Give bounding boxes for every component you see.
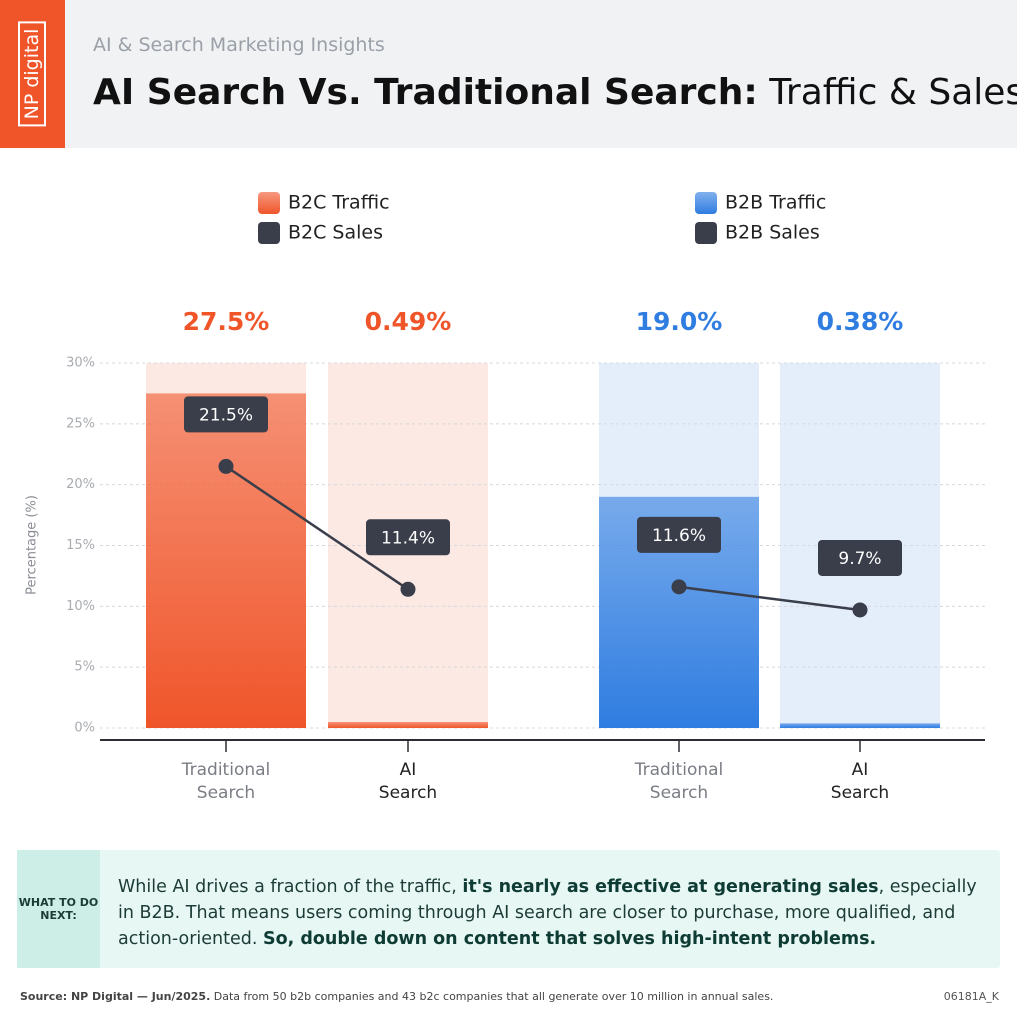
title-rest: Traffic & Sales — [769, 72, 1017, 113]
x-tick-label: AI Search — [378, 760, 438, 803]
y-tick-label: 20% — [66, 477, 95, 492]
note-part: While AI drives a fraction of the traffi… — [118, 877, 463, 897]
point — [218, 458, 234, 474]
point-label: 21.5% — [199, 405, 253, 425]
point-label: 11.6% — [652, 526, 706, 546]
y-tick-label: 10% — [66, 599, 95, 614]
chart: Percentage (%) 0% 5% 10% 15% 20% 25% 30% 27.5% 0… — [25, 192, 985, 752]
legend-swatch — [258, 222, 280, 244]
y-tick-label: 5% — [74, 660, 95, 675]
bar — [146, 393, 306, 728]
x-tick-label: AI Search — [830, 760, 890, 803]
source: Source: NP Digital — Jun/2025. — [20, 990, 211, 1003]
label-box — [637, 516, 721, 553]
value-label: 19.0% — [636, 307, 723, 336]
code: 06181A_K — [943, 990, 999, 1003]
x-tick-label: Traditional Search — [181, 760, 271, 803]
title: AI Search Vs. Traditional Search: Traffi… — [93, 72, 1017, 113]
y-tick-label: 0% — [74, 721, 95, 736]
label-box — [184, 396, 268, 433]
note-part: So, double down on content that solves h… — [263, 929, 877, 949]
y-tick-label: 30% — [66, 356, 95, 371]
line — [225, 465, 409, 591]
point — [671, 579, 687, 595]
legend-swatch — [695, 192, 717, 214]
note-label: WHAT TO DO NEXT: — [17, 850, 100, 968]
title-bold: AI Search Vs. Traditional Search: — [93, 72, 758, 113]
bar — [780, 723, 940, 728]
bar — [328, 722, 488, 728]
y-tick-label: 25% — [66, 416, 95, 431]
point-label: 9.7% — [838, 549, 881, 569]
point-label: 11.4% — [381, 528, 435, 548]
footer: Source: NP Digital — Jun/2025. Data from… — [20, 990, 773, 1003]
logo: NP digital — [0, 0, 65, 148]
y-axis-label: Percentage (%) — [25, 495, 40, 595]
y-tick-label: 15% — [66, 538, 95, 553]
value-label: 0.38% — [817, 307, 904, 336]
header — [0, 0, 1017, 148]
legend-label: B2B Sales — [725, 222, 820, 244]
legend-swatch — [695, 222, 717, 244]
point — [400, 581, 416, 597]
label-box — [366, 519, 450, 556]
legend-label: B2C Traffic — [288, 192, 390, 214]
legend-swatch — [258, 192, 280, 214]
label-box — [818, 539, 902, 576]
value-label: 0.49% — [365, 307, 452, 336]
x-tick-label: Traditional Search — [634, 760, 724, 803]
legend-label: B2B Traffic — [725, 192, 826, 214]
point — [852, 602, 868, 618]
source-detail: Data from 50 b2b companies and 43 b2c co… — [210, 990, 774, 1003]
note-part: it's nearly as effective at generating s… — [462, 877, 879, 897]
subtitle: AI & Search Marketing Insights — [93, 34, 385, 56]
legend-label: B2C Sales — [288, 222, 383, 244]
note-box: WHAT TO DO NEXT: While AI drives a fract… — [17, 850, 1000, 968]
value-label: 27.5% — [183, 307, 270, 336]
note-part: , especially in B2B. That means users co… — [118, 877, 977, 949]
line — [678, 585, 861, 612]
note-text: While AI drives a fraction of the traffi… — [118, 874, 988, 952]
